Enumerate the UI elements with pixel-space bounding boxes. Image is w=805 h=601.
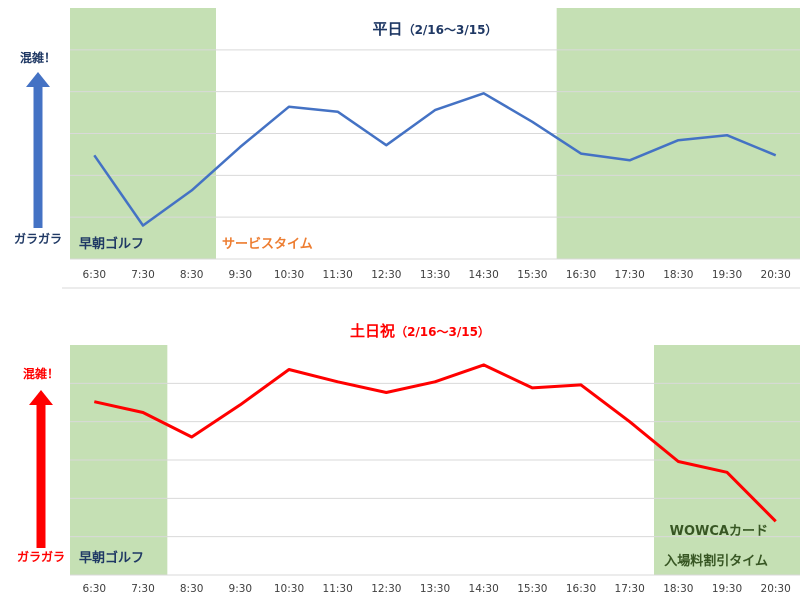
chart2-zone-label-sub: 入場料割引タイム (664, 553, 768, 569)
chart2-x-tick-label: 16:30 (566, 583, 596, 595)
chart2-x-tick-label: 15:30 (517, 583, 547, 595)
chart1-x-tick-label: 12:30 (371, 269, 401, 281)
chart2-x-tick-label: 9:30 (229, 583, 253, 595)
chart1-x-tick-label: 11:30 (323, 269, 353, 281)
chart1-zone-label: 早朝ゴルフ (79, 236, 144, 252)
chart1-congested-label: 混雑！ (20, 50, 56, 65)
chart2-title: 土日祝（2/16～3/15） (350, 322, 490, 340)
chart1-x-tick-label: 17:30 (615, 269, 645, 281)
chart1-x-tick-label: 16:30 (566, 269, 596, 281)
chart2-x-tick-label: 8:30 (180, 583, 204, 595)
chart2-x-tick-label: 20:30 (761, 583, 791, 595)
chart1-x-tick-label: 18:30 (663, 269, 693, 281)
chart1-annotation-label: サービスタイム (222, 236, 313, 252)
chart2-up-arrow-shaft (36, 404, 46, 548)
chart1-x-tick-label: 15:30 (517, 269, 547, 281)
chart2-empty-label: ガラガラ (17, 549, 65, 564)
chart1-x-tick-label: 9:30 (229, 269, 253, 281)
chart1-x-tick-label: 13:30 (420, 269, 450, 281)
chart1-empty-label: ガラガラ (14, 231, 62, 246)
chart1-x-tick-label: 8:30 (180, 269, 204, 281)
chart2-up-arrow-icon (29, 390, 53, 405)
chart2-x-tick-label: 18:30 (663, 583, 693, 595)
chart2-x-tick-label: 17:30 (615, 583, 645, 595)
chart2-x-tick-label: 19:30 (712, 583, 742, 595)
chart2-x-tick-label: 13:30 (420, 583, 450, 595)
chart1-up-arrow-shaft (33, 86, 43, 228)
chart1-x-tick-label: 19:30 (712, 269, 742, 281)
chart2-x-tick-label: 14:30 (469, 583, 499, 595)
chart2-congested-label: 混雑！ (23, 366, 59, 381)
chart1-x-tick-label: 14:30 (469, 269, 499, 281)
chart1-x-tick-label: 10:30 (274, 269, 304, 281)
chart1-x-tick-label: 20:30 (761, 269, 791, 281)
chart2-zone-label: 早朝ゴルフ (79, 550, 144, 566)
chart2-x-tick-label: 12:30 (371, 583, 401, 595)
chart2-x-tick-label: 10:30 (274, 583, 304, 595)
chart2-x-tick-label: 6:30 (83, 583, 107, 595)
chart2-x-tick-label: 11:30 (323, 583, 353, 595)
chart1-up-arrow-icon (26, 72, 50, 87)
chart1-title: 平日（2/16～3/15） (373, 20, 498, 38)
chart2-zone-label: WOWCAカード (670, 524, 768, 539)
chart1-x-tick-label: 6:30 (83, 269, 107, 281)
chart2-x-tick-label: 7:30 (131, 583, 155, 595)
chart1-x-tick-label: 7:30 (131, 269, 155, 281)
